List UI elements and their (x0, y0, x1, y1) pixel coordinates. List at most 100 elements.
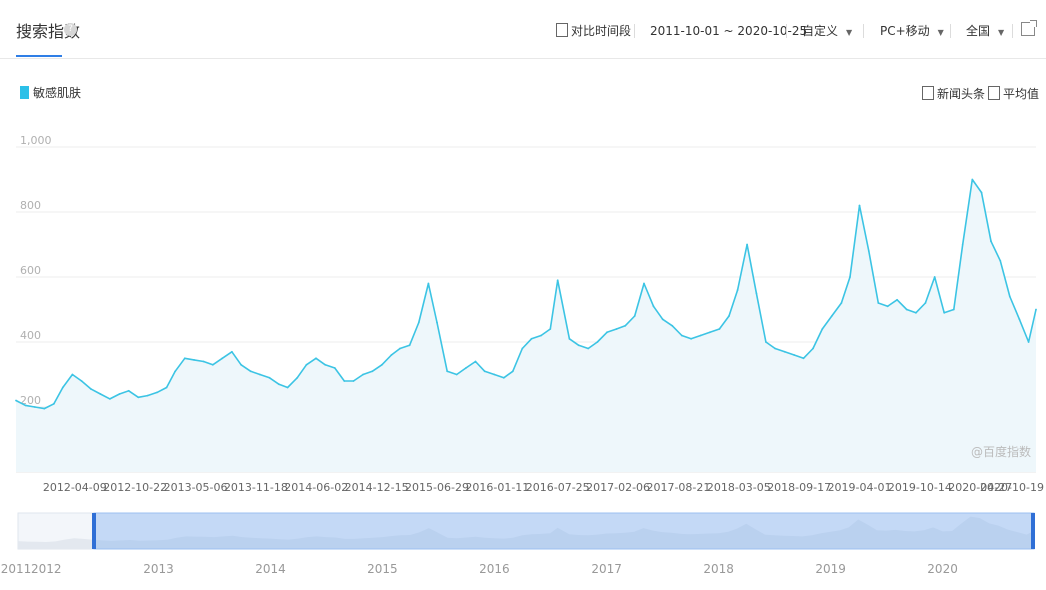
x-tick-label: 2017-02-06 (586, 481, 650, 494)
compare-period-toggle[interactable]: 对比时间段 (556, 0, 631, 58)
x-tick-label: 2016-07-25 (526, 481, 590, 494)
data-point (952, 308, 955, 311)
caret-down-icon: ▼ (846, 28, 853, 37)
navigator-handle-right[interactable] (1031, 513, 1035, 549)
y-tick-label: 200 (20, 394, 41, 407)
region-label: 全国 (966, 24, 991, 38)
data-point (259, 373, 261, 376)
data-point (15, 399, 17, 402)
data-point (371, 370, 374, 373)
average-label: 平均值 (1003, 87, 1040, 101)
data-point (849, 276, 851, 278)
data-point (999, 259, 1002, 262)
data-point (896, 298, 898, 301)
data-point (540, 334, 542, 337)
data-point (596, 341, 599, 343)
data-point (390, 354, 393, 356)
device-dropdown[interactable]: PC+移动 ▼ (880, 0, 944, 58)
data-point (71, 373, 74, 376)
custom-dropdown[interactable]: 自定义 ▼ (802, 0, 852, 58)
data-point (652, 305, 655, 308)
navigator-handle-left[interactable] (92, 513, 96, 549)
question-icon[interactable]: ? (64, 23, 77, 36)
divider (786, 24, 787, 38)
chart-legend[interactable]: 敏感肌肤 (20, 84, 81, 101)
data-point (146, 394, 149, 397)
data-point (943, 311, 946, 314)
data-point (231, 350, 233, 353)
date-range-picker[interactable]: 2011-10-01 ~ 2020-10-25 (650, 0, 807, 58)
news-toggle[interactable]: 新闻头条 (922, 85, 985, 102)
data-point (90, 388, 92, 390)
data-point (774, 347, 776, 350)
data-point (812, 347, 814, 350)
data-point (980, 191, 983, 194)
data-point (530, 337, 533, 340)
x-tick-label: 2019-04-01 (828, 481, 892, 494)
data-point (483, 370, 486, 373)
divider (950, 24, 951, 38)
navigator-year-label: 2020 (927, 562, 958, 576)
data-point (53, 402, 55, 405)
data-point (606, 331, 608, 334)
data-point (455, 373, 458, 376)
navigator-year-label: 2018 (703, 562, 734, 576)
data-point (61, 386, 64, 389)
share-icon[interactable] (1021, 20, 1037, 36)
data-point (80, 380, 83, 382)
series-line (15, 178, 1037, 410)
checkbox-icon[interactable] (988, 86, 1000, 100)
data-point (502, 376, 505, 379)
x-tick-label: 2018-09-17 (767, 481, 831, 494)
navigator-year-label: 2017 (591, 562, 622, 576)
x-tick-label: 2020-04-27 (948, 481, 1012, 494)
navigator-year-label: 2014 (255, 562, 286, 576)
navigator-year-label: 2013 (143, 562, 174, 576)
checkbox-icon[interactable] (922, 86, 934, 100)
data-point (211, 363, 214, 366)
navigator-selection (93, 512, 1035, 550)
x-tick-label: 2020-10-19 (980, 481, 1044, 494)
divider (863, 24, 864, 38)
header-bar: 搜索指数 ? 对比时间段 2011-10-01 ~ 2020-10-25 自定义… (0, 0, 1046, 59)
x-tick-label: 2014-12-15 (345, 481, 409, 494)
data-point (33, 406, 36, 408)
data-point (961, 243, 964, 246)
data-point (352, 380, 355, 382)
data-point (755, 292, 758, 295)
data-point (399, 347, 401, 350)
x-tick-label: 2014-06-02 (284, 481, 348, 494)
watermark: @百度指数 (971, 444, 1031, 459)
data-point (624, 324, 627, 327)
region-dropdown[interactable]: 全国 ▼ (966, 0, 1004, 58)
average-toggle[interactable]: 平均值 (988, 85, 1039, 102)
data-point (343, 380, 346, 382)
data-point (568, 337, 571, 340)
x-tick-label: 2013-05-06 (164, 481, 228, 494)
data-point (990, 240, 992, 243)
navigator-series (18, 516, 1034, 549)
data-point (278, 383, 280, 386)
legend-label: 敏感肌肤 (33, 86, 82, 100)
data-point (680, 334, 683, 337)
data-point (830, 315, 833, 317)
data-point (446, 370, 449, 373)
checkbox-icon[interactable] (556, 23, 568, 37)
data-point (183, 357, 186, 360)
navigator-year-label: 2016 (479, 562, 510, 576)
data-point (867, 250, 870, 252)
y-tick-label: 600 (20, 264, 41, 277)
data-point (886, 305, 889, 308)
data-point (709, 331, 711, 334)
data-point (718, 328, 721, 330)
x-tick-label: 2015-06-29 (405, 481, 469, 494)
custom-label: 自定义 (802, 24, 839, 38)
navigator-year-label: 2011 (1, 562, 32, 576)
data-point (971, 178, 974, 181)
compare-label: 对比时间段 (571, 24, 632, 38)
x-tick-label: 2013-11-18 (224, 481, 288, 494)
data-point (877, 302, 880, 304)
caret-down-icon: ▼ (937, 28, 944, 37)
x-tick-label: 2019-10-14 (888, 481, 952, 494)
